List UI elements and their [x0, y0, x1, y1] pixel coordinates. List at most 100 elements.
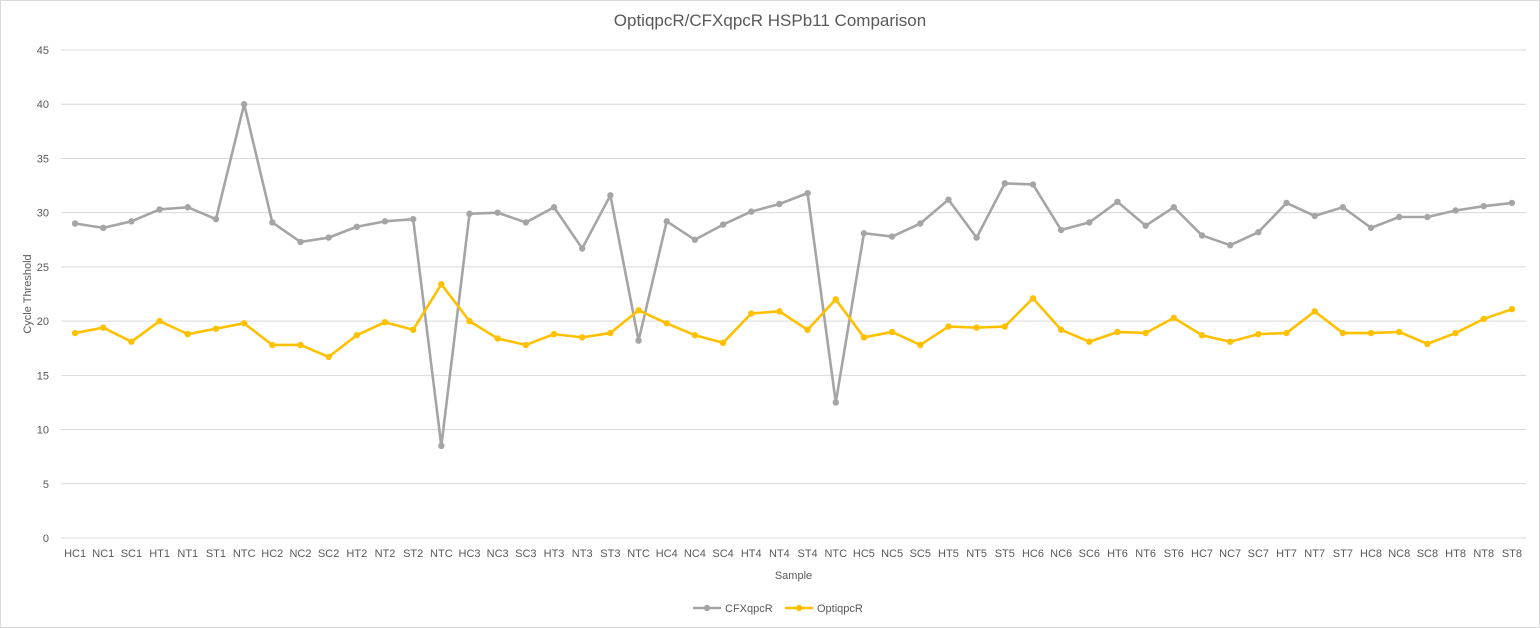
data-point — [663, 320, 670, 327]
data-point — [1170, 204, 1178, 211]
data-point — [240, 101, 248, 108]
data-point — [748, 208, 755, 215]
data-point — [522, 219, 530, 226]
y-tick-label: 10 — [37, 425, 49, 437]
gridlines — [61, 49, 1526, 539]
x-tick-label: SC5 — [910, 548, 931, 560]
x-tick-label: NTC — [627, 548, 650, 560]
x-tick-label: NT4 — [769, 548, 790, 560]
y-tick-label: 0 — [43, 533, 49, 545]
data-point — [269, 219, 276, 226]
data-point — [607, 192, 614, 199]
data-point — [409, 215, 417, 223]
data-point — [1029, 181, 1037, 188]
legend-marker — [795, 604, 803, 612]
data-point — [888, 233, 896, 240]
data-point — [860, 230, 868, 237]
series-line — [74, 102, 1513, 448]
x-tick-label: NC7 — [1219, 548, 1241, 560]
data-point — [1142, 222, 1149, 229]
x-tick-label: ST5 — [995, 548, 1015, 560]
data-point — [71, 220, 79, 227]
data-point — [466, 317, 473, 325]
x-tick-label: HC7 — [1191, 548, 1213, 560]
x-tick-label: HC4 — [656, 548, 678, 560]
data-point — [1311, 212, 1318, 220]
data-point — [1255, 228, 1262, 236]
data-point — [1283, 199, 1290, 207]
x-tick-label: HT6 — [1107, 548, 1128, 560]
data-point — [1057, 326, 1065, 333]
data-point — [325, 353, 332, 361]
x-axis-ticks: HC1 NC1 SC1 HT1 NT1 ST1 NTC HC2 NC2 SC2 HT2 NT2 ST2 N… — [64, 548, 1522, 560]
data-point — [917, 220, 924, 227]
x-tick-label: ST3 — [600, 548, 620, 560]
data-point — [1311, 308, 1318, 315]
x-axis-label: Sample — [775, 570, 812, 582]
legend-item: OptiqpcR — [785, 603, 863, 615]
y-tick-label: 40 — [37, 99, 49, 111]
data-point — [1142, 329, 1149, 337]
data-point — [1170, 314, 1178, 322]
x-tick-label: HC8 — [1360, 548, 1382, 560]
data-point — [1480, 315, 1487, 323]
y-axis-ticks: 0 5 10 15 20 25 30 35 40 45 — [37, 45, 49, 545]
data-point — [1086, 338, 1093, 345]
data-point — [1001, 323, 1008, 330]
x-tick-label: ST7 — [1333, 548, 1353, 560]
x-tick-label: ST1 — [206, 548, 226, 560]
data-point — [128, 338, 135, 345]
data-point — [381, 318, 389, 326]
data-point — [691, 236, 699, 243]
x-tick-label: NTC — [430, 548, 453, 560]
x-tick-label: SC3 — [515, 548, 536, 560]
data-point — [1480, 202, 1487, 210]
x-tick-label: NC6 — [1050, 548, 1072, 560]
data-point — [550, 204, 558, 211]
data-point — [184, 330, 191, 338]
data-point — [832, 399, 839, 406]
data-point — [1283, 329, 1290, 337]
x-tick-label: NC4 — [684, 548, 706, 560]
chart-title: OptiqpcR/CFXqpcR HSPb11 Comparison — [613, 11, 927, 30]
data-point — [550, 330, 558, 338]
y-tick-label: 30 — [37, 208, 49, 220]
data-point — [1424, 213, 1431, 221]
y-axis-label: Cycle Threshold — [22, 254, 34, 333]
data-point — [719, 221, 727, 228]
data-point — [1508, 305, 1516, 313]
x-tick-label: ST2 — [403, 548, 423, 560]
series-layer — [71, 101, 1516, 450]
data-point — [1396, 328, 1403, 336]
data-point — [607, 329, 614, 337]
data-point — [748, 310, 755, 317]
x-tick-label: SC2 — [318, 548, 339, 560]
x-tick-label: HC5 — [853, 548, 875, 560]
data-point — [945, 196, 952, 203]
y-tick-label: 20 — [37, 316, 49, 328]
data-point — [353, 332, 361, 339]
x-tick-label: HT8 — [1445, 548, 1466, 560]
data-point — [579, 334, 586, 341]
legend[interactable]: CFXqpcR OptiqpcR — [693, 603, 863, 615]
x-tick-label: NT8 — [1473, 548, 1494, 560]
x-tick-label: NT3 — [572, 548, 593, 560]
x-tick-label: SC4 — [712, 548, 733, 560]
data-point — [691, 332, 699, 339]
x-tick-label: NC5 — [881, 548, 903, 560]
data-point — [860, 334, 868, 341]
data-point — [1057, 226, 1065, 234]
data-point — [1086, 219, 1093, 226]
data-point — [494, 209, 501, 216]
data-point — [776, 200, 783, 208]
x-tick-label: HT2 — [346, 548, 367, 560]
x-tick-label: HT3 — [544, 548, 565, 560]
data-point — [973, 324, 980, 331]
data-point — [917, 341, 924, 349]
legend-marker — [703, 604, 711, 612]
data-point — [184, 204, 191, 211]
data-point — [1114, 198, 1121, 206]
data-point — [804, 326, 811, 333]
